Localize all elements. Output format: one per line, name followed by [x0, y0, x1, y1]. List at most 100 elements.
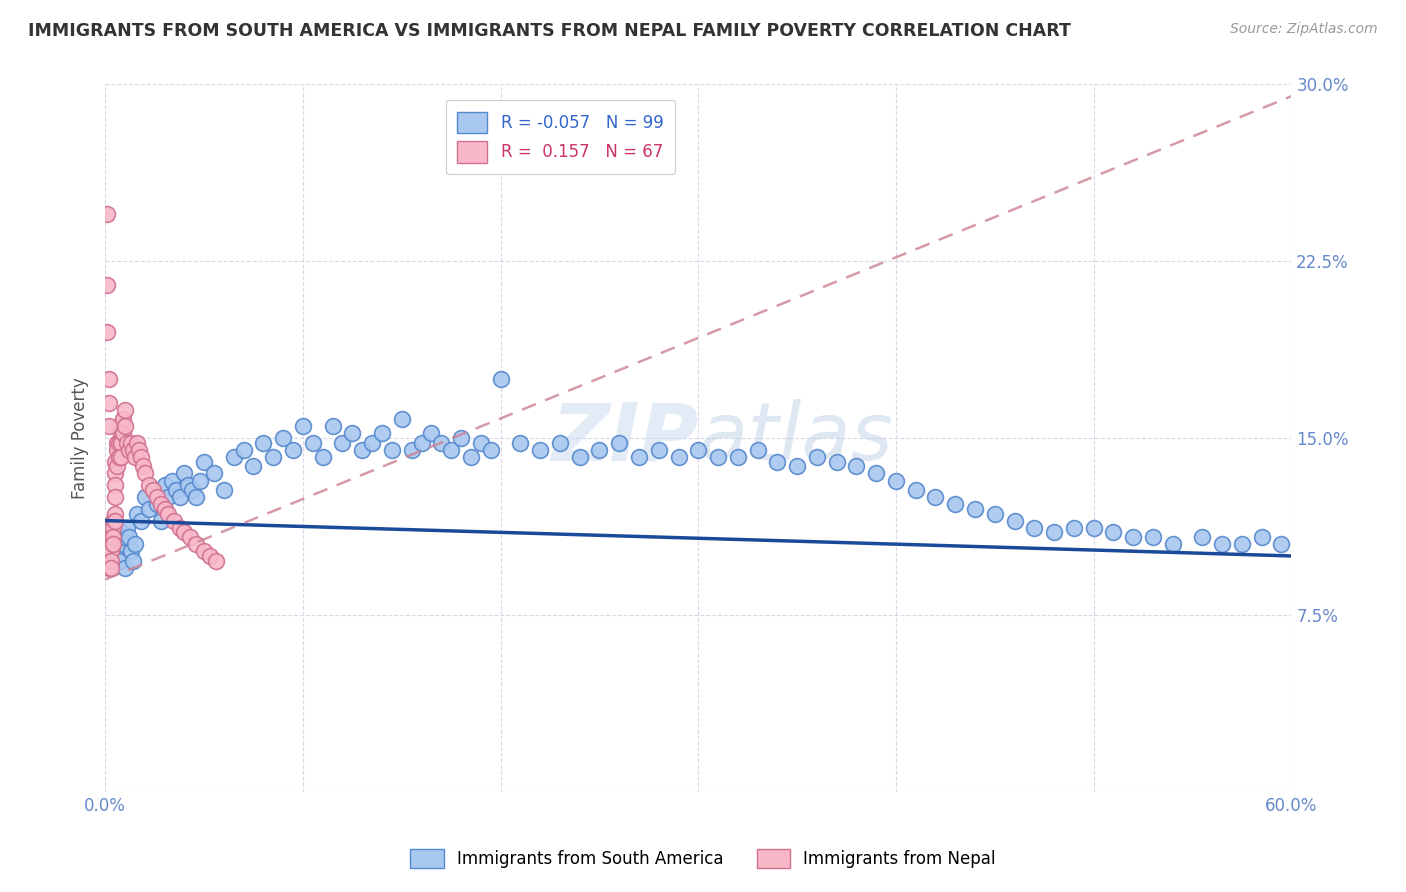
- Point: [105, 459, 128, 474]
- Point: [111, 412, 134, 426]
- Point: [904, 483, 927, 497]
- Point: [149, 497, 172, 511]
- Text: IMMIGRANTS FROM SOUTH AMERICA VS IMMIGRANTS FROM NEPAL FAMILY POVERTY CORRELATIO: IMMIGRANTS FROM SOUTH AMERICA VS IMMIGRA…: [28, 22, 1071, 40]
- Point: [157, 507, 180, 521]
- Point: [145, 497, 167, 511]
- Point: [1004, 514, 1026, 528]
- Point: [110, 525, 132, 540]
- Point: [105, 442, 128, 457]
- Point: [607, 435, 630, 450]
- Point: [100, 537, 122, 551]
- Point: [98, 419, 121, 434]
- Point: [101, 537, 124, 551]
- Point: [157, 490, 180, 504]
- Point: [766, 455, 789, 469]
- Point: [98, 372, 121, 386]
- Point: [122, 442, 145, 457]
- Point: [124, 450, 146, 464]
- Point: [108, 435, 131, 450]
- Point: [865, 467, 887, 481]
- Point: [100, 521, 122, 535]
- Point: [984, 507, 1007, 521]
- Point: [162, 474, 184, 488]
- Point: [301, 435, 323, 450]
- Point: [153, 478, 176, 492]
- Point: [202, 467, 225, 481]
- Point: [114, 530, 136, 544]
- Point: [1161, 537, 1184, 551]
- Point: [101, 521, 124, 535]
- Point: [648, 442, 671, 457]
- Point: [118, 530, 141, 544]
- Point: [786, 459, 808, 474]
- Point: [688, 442, 710, 457]
- Point: [101, 514, 124, 528]
- Point: [568, 450, 591, 464]
- Point: [291, 419, 314, 434]
- Point: [1083, 521, 1105, 535]
- Point: [96, 525, 118, 540]
- Point: [98, 560, 121, 574]
- Point: [391, 412, 413, 426]
- Point: [111, 426, 134, 441]
- Point: [470, 435, 492, 450]
- Point: [186, 490, 208, 504]
- Point: [125, 435, 148, 450]
- Point: [401, 442, 423, 457]
- Point: [1191, 530, 1213, 544]
- Point: [627, 450, 650, 464]
- Point: [262, 450, 284, 464]
- Point: [177, 478, 200, 492]
- Point: [138, 478, 160, 492]
- Point: [104, 537, 127, 551]
- Point: [1063, 521, 1085, 535]
- Point: [845, 459, 868, 474]
- Point: [193, 544, 215, 558]
- Point: [142, 483, 165, 497]
- Point: [129, 450, 152, 464]
- Point: [668, 450, 690, 464]
- Point: [727, 450, 749, 464]
- Point: [145, 490, 167, 504]
- Point: [440, 442, 463, 457]
- Point: [352, 442, 374, 457]
- Point: [173, 467, 195, 481]
- Point: [588, 442, 610, 457]
- Point: [529, 442, 551, 457]
- Point: [193, 455, 215, 469]
- Point: [242, 459, 264, 474]
- Point: [108, 554, 131, 568]
- Point: [101, 530, 124, 544]
- Point: [114, 560, 136, 574]
- Point: [108, 419, 131, 434]
- Point: [1043, 525, 1066, 540]
- Point: [98, 554, 121, 568]
- Point: [381, 442, 404, 457]
- Point: [104, 455, 127, 469]
- Text: Source: ZipAtlas.com: Source: ZipAtlas.com: [1230, 22, 1378, 37]
- Point: [125, 507, 148, 521]
- Point: [120, 435, 142, 450]
- Point: [361, 435, 384, 450]
- Point: [1024, 521, 1046, 535]
- Point: [1230, 537, 1253, 551]
- Point: [129, 514, 152, 528]
- Point: [1211, 537, 1233, 551]
- Point: [105, 549, 128, 563]
- Point: [122, 554, 145, 568]
- Point: [124, 537, 146, 551]
- Legend: R = -0.057   N = 99, R =  0.157   N = 67: R = -0.057 N = 99, R = 0.157 N = 67: [446, 100, 675, 174]
- Point: [104, 478, 127, 492]
- Point: [430, 435, 453, 450]
- Text: ZIP: ZIP: [551, 399, 699, 477]
- Point: [96, 537, 118, 551]
- Point: [149, 514, 172, 528]
- Point: [134, 467, 156, 481]
- Point: [181, 483, 204, 497]
- Point: [110, 426, 132, 441]
- Point: [509, 435, 531, 450]
- Point: [450, 431, 472, 445]
- Point: [163, 514, 186, 528]
- Point: [98, 530, 121, 544]
- Point: [943, 497, 966, 511]
